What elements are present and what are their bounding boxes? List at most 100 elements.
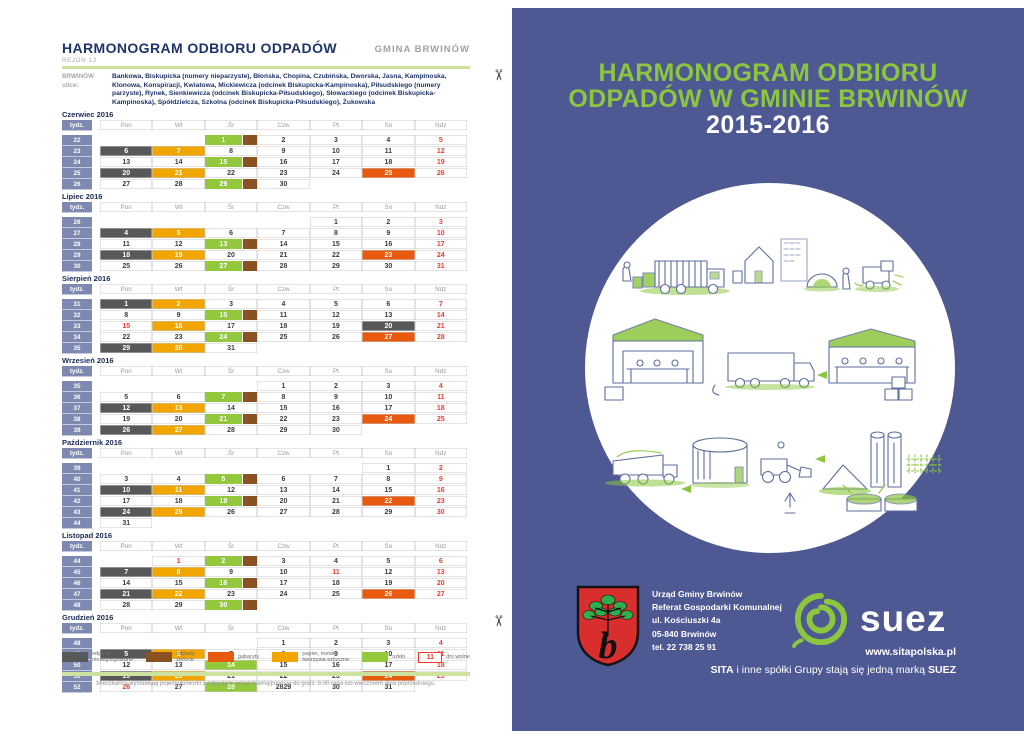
day-cell: 25 bbox=[152, 507, 205, 517]
calendar-table: tydz. Pon Wt Śr Czw Pt So Ndz 44 1 2 3 4 5 6 45 7 8 9 10 11 1… bbox=[62, 541, 467, 611]
legend-item: odpady niesegregowane bbox=[62, 651, 133, 664]
website-link[interactable]: www.sitapolska.pl bbox=[865, 646, 956, 658]
calendar-month: Listopad 2016 tydz. Pon Wt Śr Czw Pt So Ndz 44 1 2 3… bbox=[62, 531, 468, 611]
day-cell: 18 bbox=[100, 250, 153, 260]
spacer bbox=[92, 518, 100, 528]
day-cell: 24 bbox=[362, 414, 415, 424]
day-cell: 14 bbox=[100, 578, 153, 588]
day-cell: 27 bbox=[257, 507, 310, 517]
day-header-cell: Pt bbox=[309, 448, 363, 458]
legend-swatch bbox=[62, 652, 88, 663]
day-cell: 11 bbox=[414, 392, 467, 402]
day-cell-empty bbox=[415, 518, 467, 528]
day-cell: 2 bbox=[362, 217, 415, 227]
day-cell: 24 bbox=[309, 168, 363, 178]
day-header-cell: Pt bbox=[309, 541, 363, 551]
month-label: Lipiec 2016 bbox=[62, 192, 103, 201]
day-cell: 9 bbox=[204, 567, 258, 577]
day-cell: 15 bbox=[362, 485, 415, 495]
day-cell: 18 bbox=[362, 157, 415, 167]
day-cell: 19 bbox=[362, 578, 415, 588]
green-waste-part bbox=[241, 310, 258, 320]
day-cell: 13 bbox=[152, 660, 205, 670]
day-cell: 2 bbox=[257, 135, 310, 145]
calendar-month: Czerwiec 2016 tydz. Pon Wt Śr Czw Pt So Ndz 22 1 2 3… bbox=[62, 110, 468, 190]
spacer bbox=[92, 250, 100, 260]
legend-label: odpady niesegregowane bbox=[92, 651, 134, 664]
office-address: Urząd Gminy Brwinów Referat Gospodarki K… bbox=[652, 588, 782, 654]
day-cell: 6 bbox=[152, 649, 205, 659]
month-label: Grudzień 2016 bbox=[62, 613, 114, 622]
day-cell: 31 bbox=[414, 261, 467, 271]
day-cell: 20 bbox=[204, 250, 258, 260]
week-column-header: tydz. bbox=[62, 623, 92, 634]
spacer bbox=[92, 157, 100, 167]
legend-label: odpady zielone bbox=[176, 651, 195, 664]
legend-item: papier, metal, tworzywa sztuczne bbox=[272, 651, 349, 664]
week-number-cell: 48 bbox=[62, 600, 92, 611]
week-number-cell: 46 bbox=[62, 578, 92, 589]
day-cell: 21 bbox=[309, 496, 363, 506]
day-header-cell: Śr bbox=[204, 366, 258, 376]
day-header-cell: Śr bbox=[204, 541, 258, 551]
day-cell: 21 bbox=[414, 321, 467, 331]
day-cell: 28 bbox=[152, 179, 205, 189]
day-cell: 18 bbox=[309, 578, 363, 588]
dump-truck-icon bbox=[605, 450, 691, 493]
day-cell: 18 bbox=[152, 496, 205, 506]
week-number-cell: 30 bbox=[62, 261, 92, 272]
tagline-suez: SUEZ bbox=[927, 664, 956, 676]
transfer-truck-icon bbox=[712, 352, 827, 396]
day-header-cell: Śr bbox=[204, 202, 258, 212]
day-cell-glass-green-waste: 2 bbox=[204, 556, 258, 566]
svg-text:b: b bbox=[599, 625, 618, 667]
green-waste-part bbox=[241, 474, 258, 484]
legend-item: szkło bbox=[362, 652, 405, 663]
week-column-header: tydz. bbox=[62, 541, 92, 552]
spacer bbox=[92, 217, 100, 227]
spacer bbox=[92, 600, 100, 610]
green-waste-part bbox=[241, 135, 258, 145]
day-cell: 11 bbox=[152, 485, 205, 495]
day-cell: 6 bbox=[257, 474, 310, 484]
green-waste-part bbox=[241, 414, 258, 424]
day-cell: 4 bbox=[362, 135, 415, 145]
day-cell-glass-green-waste: 1 bbox=[204, 135, 258, 145]
legend-item: odpady zielone bbox=[146, 651, 195, 664]
municipality-label: GMINA BRWINÓW bbox=[374, 44, 470, 55]
spacer bbox=[92, 496, 100, 506]
day-header-cell: Czw bbox=[257, 284, 310, 294]
divider-top bbox=[62, 66, 470, 69]
day-cell: 20 bbox=[362, 321, 415, 331]
day-cell-empty bbox=[152, 217, 204, 227]
day-cell: 5 bbox=[100, 392, 153, 402]
day-cell: 20 bbox=[152, 414, 205, 424]
day-cell: 18 bbox=[257, 321, 310, 331]
green-waste-part bbox=[241, 261, 258, 271]
day-header-cell: Wt bbox=[152, 366, 205, 376]
legend-swatch bbox=[207, 652, 234, 663]
day-cell: 30 bbox=[309, 425, 363, 435]
calendar-table: tydz. Pon Wt Śr Czw Pt So Ndz 35 1 2 3 4 36 5 6 7 8 9 10 11 3… bbox=[62, 366, 467, 436]
legend-item: gabaryty bbox=[207, 652, 259, 663]
day-cell: 28 bbox=[204, 682, 258, 692]
day-header-cell: Ndz bbox=[414, 366, 467, 376]
week-number-cell: 44 bbox=[62, 518, 92, 529]
day-cell-empty bbox=[415, 343, 467, 353]
sorting-warehouse-icon bbox=[604, 318, 704, 401]
tagline-middle: i inne spółki Grupy stają się jedną mark… bbox=[733, 664, 928, 676]
legend: odpady niesegregowane odpady zielone gabar… bbox=[62, 651, 470, 664]
schedule-page: HARMONOGRAM ODBIORU ODPADÓW GMINA BRWINÓ… bbox=[62, 40, 470, 693]
day-cell: 1 bbox=[362, 463, 415, 473]
week-number-cell: 45 bbox=[62, 567, 92, 578]
spacer bbox=[92, 284, 100, 294]
day-cell-empty bbox=[100, 556, 152, 566]
day-header-cell: Śr bbox=[204, 448, 258, 458]
day-header-cell: Pon bbox=[100, 366, 153, 376]
week-column-header: tydz. bbox=[62, 366, 92, 377]
legend-label: papier, metal, tworzywa sztuczne bbox=[302, 651, 350, 664]
day-cell: 7 bbox=[257, 228, 310, 238]
day-cell-glass-green-waste: 15 bbox=[204, 157, 258, 167]
day-cell: 11 bbox=[257, 310, 310, 320]
compost-heap-icon bbox=[784, 464, 871, 514]
